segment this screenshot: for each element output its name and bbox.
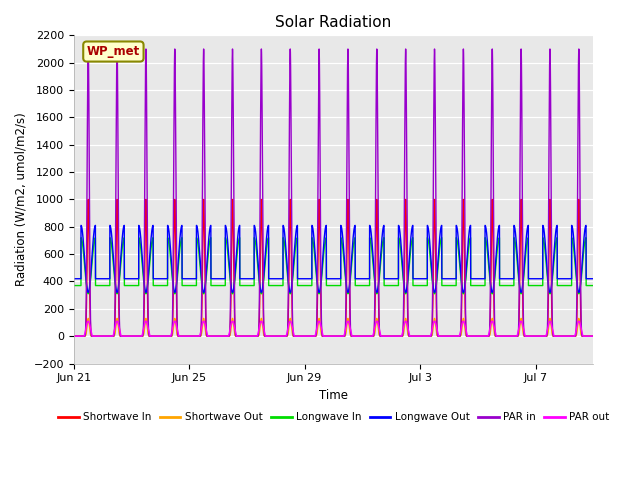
Longwave Out <box>402 289 410 295</box>
Line: PAR out: PAR out <box>74 321 593 336</box>
PAR out <box>314 322 321 327</box>
Longwave In <box>70 283 77 288</box>
Longwave Out <box>422 276 429 282</box>
Longwave Out <box>77 223 85 228</box>
Shortwave Out <box>70 333 77 339</box>
PAR out <box>84 318 92 324</box>
PAR out <box>402 318 410 324</box>
Shortwave In <box>84 196 92 202</box>
Longwave Out <box>314 283 321 289</box>
Longwave In <box>353 283 360 288</box>
Longwave In <box>77 235 85 240</box>
Longwave Out <box>589 276 597 282</box>
PAR in <box>402 47 410 52</box>
PAR out <box>305 333 312 339</box>
PAR out <box>353 333 360 339</box>
PAR in <box>84 46 92 52</box>
Longwave Out <box>353 276 360 282</box>
PAR out <box>589 333 597 339</box>
Longwave In <box>305 283 312 288</box>
Shortwave In <box>589 333 597 339</box>
PAR in <box>353 333 360 339</box>
Line: Shortwave In: Shortwave In <box>74 199 593 336</box>
Shortwave Out <box>305 333 312 339</box>
Shortwave Out <box>459 317 467 323</box>
Shortwave Out <box>402 315 410 321</box>
Longwave In <box>459 290 467 296</box>
PAR out <box>421 333 429 339</box>
Shortwave In <box>314 284 321 289</box>
Shortwave In <box>305 333 312 339</box>
Shortwave In <box>353 333 360 339</box>
Shortwave Out <box>589 333 597 339</box>
Line: Longwave In: Longwave In <box>74 238 593 294</box>
Longwave In <box>402 291 410 297</box>
Longwave In <box>422 283 429 288</box>
Shortwave In <box>421 333 429 339</box>
PAR out <box>459 319 467 324</box>
PAR in <box>305 333 312 339</box>
Shortwave Out <box>353 333 360 339</box>
Line: Shortwave Out: Shortwave Out <box>74 318 593 336</box>
Line: PAR in: PAR in <box>74 49 593 336</box>
Longwave Out <box>305 276 312 282</box>
PAR in <box>459 67 467 72</box>
Shortwave In <box>459 206 467 212</box>
Longwave In <box>314 286 321 291</box>
Longwave Out <box>70 276 77 282</box>
PAR out <box>70 333 77 339</box>
X-axis label: Time: Time <box>319 389 348 402</box>
Text: WP_met: WP_met <box>87 45 140 58</box>
Title: Solar Radiation: Solar Radiation <box>275 15 392 30</box>
Line: Longwave Out: Longwave Out <box>74 226 593 292</box>
Shortwave Out <box>84 315 92 321</box>
Shortwave In <box>402 197 410 203</box>
Longwave Out <box>459 289 467 295</box>
PAR in <box>421 333 429 339</box>
Shortwave In <box>70 333 77 339</box>
Shortwave Out <box>421 333 429 339</box>
Legend: Shortwave In, Shortwave Out, Longwave In, Longwave Out, PAR in, PAR out: Shortwave In, Shortwave Out, Longwave In… <box>54 408 613 426</box>
PAR in <box>589 333 597 339</box>
Longwave Out <box>84 289 92 295</box>
PAR in <box>70 333 77 339</box>
Shortwave Out <box>314 326 321 332</box>
Longwave In <box>84 291 92 297</box>
Longwave In <box>589 283 597 288</box>
Y-axis label: Radiation (W/m2, umol/m2/s): Radiation (W/m2, umol/m2/s) <box>15 112 28 286</box>
PAR in <box>314 229 321 235</box>
